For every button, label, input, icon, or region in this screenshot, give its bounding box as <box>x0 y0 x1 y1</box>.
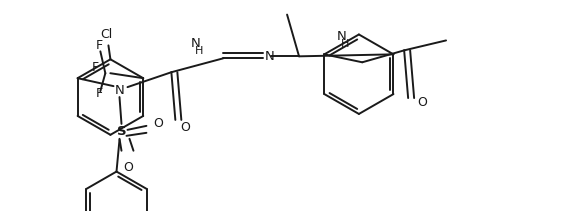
Text: H: H <box>195 46 203 56</box>
Text: F: F <box>96 86 103 100</box>
Text: F: F <box>92 61 99 74</box>
Text: O: O <box>154 117 163 130</box>
Text: S: S <box>117 125 126 138</box>
Text: H: H <box>341 39 350 49</box>
Text: F: F <box>96 39 103 52</box>
Text: O: O <box>180 121 190 134</box>
Text: N: N <box>115 84 124 97</box>
Text: N: N <box>265 50 275 63</box>
Text: N: N <box>190 37 200 50</box>
Text: Cl: Cl <box>100 28 113 41</box>
Text: N: N <box>337 30 346 43</box>
Text: O: O <box>123 161 133 174</box>
Text: O: O <box>417 96 427 109</box>
